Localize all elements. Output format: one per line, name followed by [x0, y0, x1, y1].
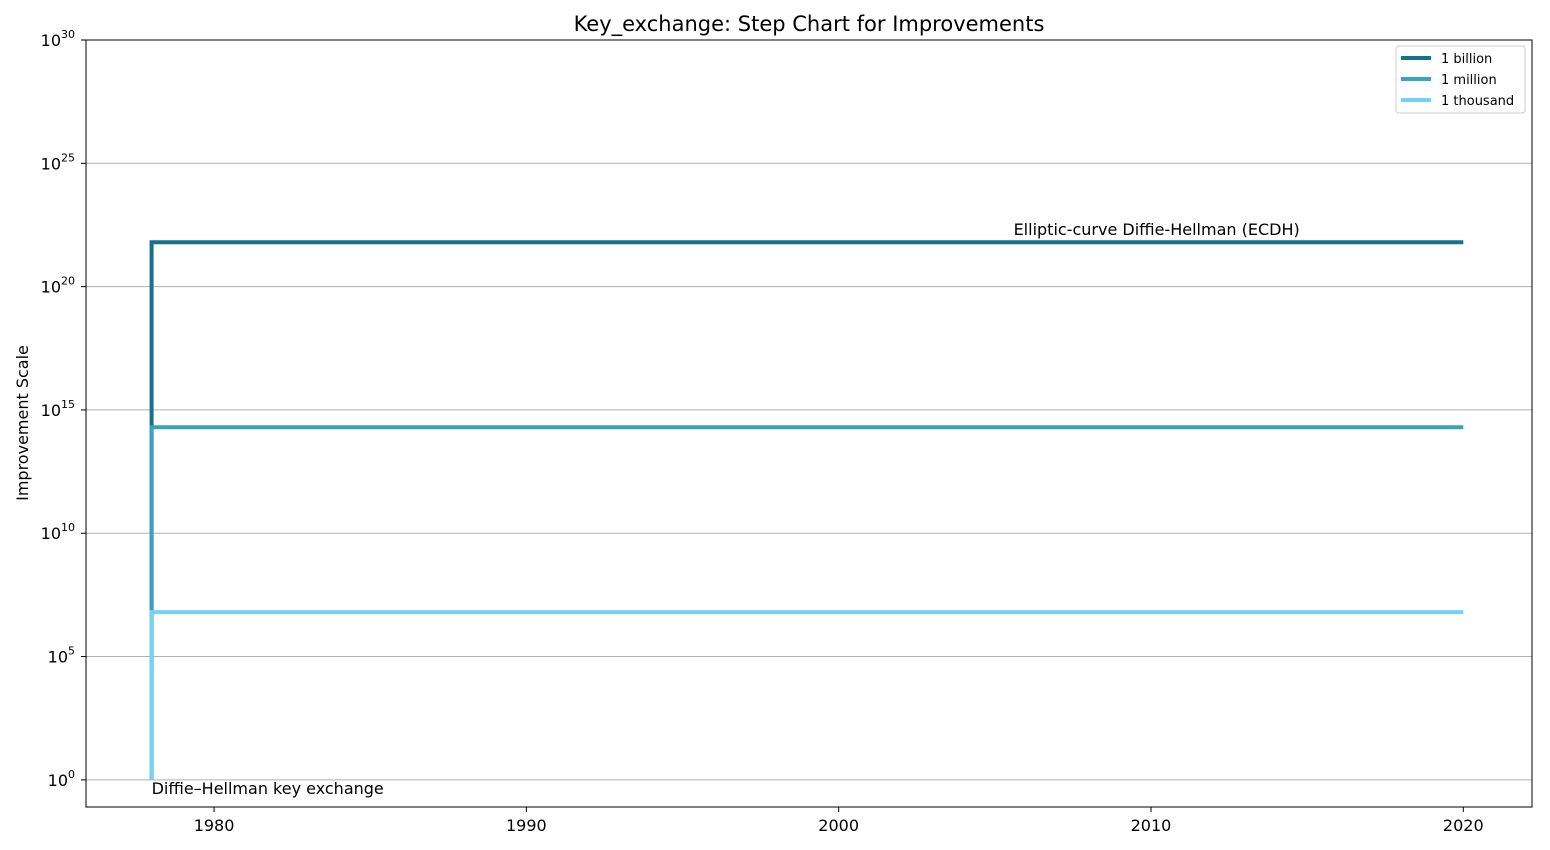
series-line — [149, 240, 1464, 780]
y-tick-label: 1025 — [41, 151, 75, 173]
series-line — [149, 425, 1464, 780]
y-tick-label: 100 — [48, 768, 75, 790]
y-tick-label: 1020 — [41, 275, 75, 297]
legend-label: 1 billion — [1441, 52, 1492, 67]
x-tick-label: 1980 — [194, 816, 235, 835]
legend-label: 1 thousand — [1441, 94, 1514, 109]
x-axis-ticks: 1980 1990 2000 2010 2020 — [194, 807, 1484, 835]
legend: 1 billion 1 million 1 thousand — [1395, 45, 1526, 114]
y-tick-label: 1015 — [41, 398, 75, 420]
annotation-label: Diffie–Hellman key exchange — [152, 779, 384, 798]
annotations: Diffie–Hellman key exchange Elliptic-curv… — [152, 220, 1300, 798]
x-tick-label: 1990 — [506, 816, 547, 835]
y-axis-label: Improvement Scale — [13, 345, 32, 501]
grid-lines — [86, 39, 1532, 781]
x-tick-label: 2010 — [1131, 816, 1172, 835]
x-tick-label: 2020 — [1443, 816, 1484, 835]
y-tick-label: 105 — [48, 645, 75, 667]
chart-title: Key_exchange: Step Chart for Improvement… — [574, 12, 1045, 37]
plot-frame — [85, 39, 1533, 808]
annotation-label: Elliptic-curve Diffie-Hellman (ECDH) — [1014, 220, 1300, 239]
series-line — [149, 610, 1464, 780]
y-axis-ticks: 100 105 1010 1015 1020 1025 1030 — [41, 28, 86, 790]
y-tick-label: 1030 — [41, 28, 75, 50]
x-tick-label: 2000 — [818, 816, 859, 835]
legend-label: 1 million — [1441, 73, 1497, 88]
legend-box — [1395, 45, 1526, 114]
series-lines — [149, 240, 1464, 780]
y-tick-label: 1010 — [41, 521, 75, 543]
